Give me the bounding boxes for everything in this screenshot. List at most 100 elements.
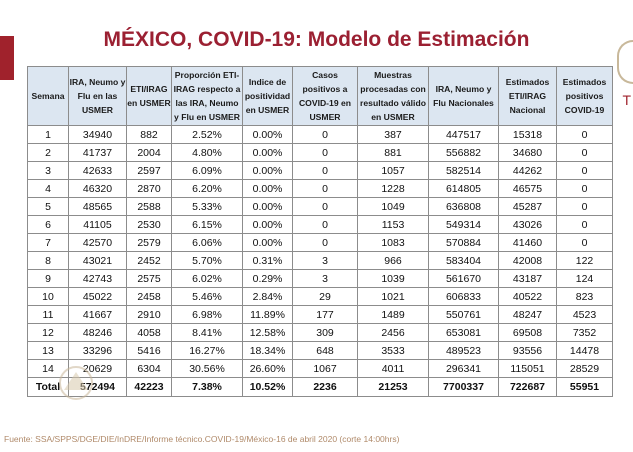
table-cell: 7352 — [556, 323, 613, 342]
header-cell: IRA, Neumo y Flu Nacionales — [428, 66, 499, 126]
table-cell: 30.56% — [171, 359, 243, 378]
table-cell: 46575 — [498, 179, 557, 198]
table-cell: 10 — [27, 287, 69, 306]
table-cell: 1039 — [357, 269, 429, 288]
table-cell: 1228 — [357, 179, 429, 198]
table-cell: 2004 — [126, 143, 172, 162]
table-cell: 823 — [556, 287, 613, 306]
header-cell: Proporción ETI-IRAG respecto a las IRA, … — [171, 66, 243, 126]
table-cell: 0.31% — [242, 251, 293, 270]
table-cell: 0 — [556, 197, 613, 216]
table-cell: 1049 — [357, 197, 429, 216]
table-cell: 4058 — [126, 323, 172, 342]
table-cell: 653081 — [428, 323, 499, 342]
header-cell: Indice de positividad en USMER — [242, 66, 293, 126]
total-cell: 7700337 — [428, 377, 499, 397]
header-cell: Estimados ETI/IRAG Nacional — [498, 66, 557, 126]
table-cell: 648 — [292, 341, 358, 360]
table-cell: 16.27% — [171, 341, 243, 360]
table-cell: 18.34% — [242, 341, 293, 360]
table-cell: 48565 — [68, 197, 127, 216]
total-cell: 7.38% — [171, 377, 243, 397]
table-cell: 42743 — [68, 269, 127, 288]
table-cell: 5.70% — [171, 251, 243, 270]
table-cell: 2870 — [126, 179, 172, 198]
table-cell: 549314 — [428, 215, 499, 234]
table-cell: 9 — [27, 269, 69, 288]
table-cell: 296341 — [428, 359, 499, 378]
table-cell: 1057 — [357, 161, 429, 180]
total-row: Total 572494 42223 7.38% 10.52% 2236 21253 7700… — [27, 377, 613, 397]
table-cell: 45287 — [498, 197, 557, 216]
table-cell: 0 — [556, 179, 613, 198]
table-row: 14 20629 6304 30.56% 26.60% 1067 4011 296341 115… — [27, 359, 613, 378]
table-cell: 3 — [292, 251, 358, 270]
total-cell: 722687 — [498, 377, 557, 397]
table-cell: 1153 — [357, 215, 429, 234]
table-row: 4 46320 2870 6.20% 0.00% 0 1228 614805 46575 0 — [27, 179, 613, 198]
table-cell: 0 — [292, 179, 358, 198]
side-letter: T — [622, 92, 631, 108]
table-cell: 0 — [556, 215, 613, 234]
table-cell: 582514 — [428, 161, 499, 180]
table-cell: 0 — [292, 125, 358, 144]
table-cell: 42570 — [68, 233, 127, 252]
table-cell: 561670 — [428, 269, 499, 288]
table-row: 13 33296 5416 16.27% 18.34% 648 3533 489523 9355… — [27, 341, 613, 360]
table-cell: 11 — [27, 305, 69, 324]
table-cell: 2452 — [126, 251, 172, 270]
page-title: MÉXICO, COVID-19: Modelo de Estimación — [103, 28, 530, 51]
table-cell: 882 — [126, 125, 172, 144]
table-cell: 550761 — [428, 305, 499, 324]
table-cell: 1083 — [357, 233, 429, 252]
table-cell: 0 — [292, 215, 358, 234]
table-cell: 2575 — [126, 269, 172, 288]
header-cell: Muestras procesadas con resultado válido… — [357, 66, 429, 126]
left-accent-bar — [0, 36, 14, 80]
total-cell: 10.52% — [242, 377, 293, 397]
total-cell: 2236 — [292, 377, 358, 397]
table-cell: 0 — [292, 161, 358, 180]
table-row: 9 42743 2575 6.02% 0.29% 3 1039 561670 43187 124 — [27, 269, 613, 288]
table-cell: 6.20% — [171, 179, 243, 198]
table-cell: 966 — [357, 251, 429, 270]
table-cell: 4011 — [357, 359, 429, 378]
table-cell: 45022 — [68, 287, 127, 306]
table-cell: 14478 — [556, 341, 613, 360]
header-cell: Casos positivos a COVID-19 en USMER — [292, 66, 358, 126]
table-cell: 2910 — [126, 305, 172, 324]
table-cell: 0.00% — [242, 179, 293, 198]
total-cell: 21253 — [357, 377, 429, 397]
header-row: Semana IRA, Neumo y Flu en las USMER ETI… — [27, 66, 613, 126]
table-cell: 0.00% — [242, 233, 293, 252]
table-cell: 48247 — [498, 305, 557, 324]
table-cell: 0.00% — [242, 197, 293, 216]
table-cell: 69508 — [498, 323, 557, 342]
table-cell: 5416 — [126, 341, 172, 360]
table-cell: 606833 — [428, 287, 499, 306]
table-cell: 0 — [556, 161, 613, 180]
table-cell: 6.98% — [171, 305, 243, 324]
table-cell: 43026 — [498, 215, 557, 234]
table-body: 1 34940 882 2.52% 0.00% 0 387 447517 15318 0 2 4173… — [27, 125, 613, 397]
table-cell: 489523 — [428, 341, 499, 360]
table-cell: 583404 — [428, 251, 499, 270]
table-cell: 614805 — [428, 179, 499, 198]
table-row: 12 48246 4058 8.41% 12.58% 309 2456 653081 69508… — [27, 323, 613, 342]
table-cell: 2597 — [126, 161, 172, 180]
table-cell: 13 — [27, 341, 69, 360]
table-cell: 0 — [556, 143, 613, 162]
table-cell: 12 — [27, 323, 69, 342]
table-cell: 42008 — [498, 251, 557, 270]
table-row: 5 48565 2588 5.33% 0.00% 0 1049 636808 45287 0 — [27, 197, 613, 216]
table-cell: 8.41% — [171, 323, 243, 342]
table-cell: 122 — [556, 251, 613, 270]
table-cell: 20629 — [68, 359, 127, 378]
table-cell: 0.00% — [242, 215, 293, 234]
table-cell: 556882 — [428, 143, 499, 162]
header-cell: IRA, Neumo y Flu en las USMER — [68, 66, 127, 126]
table-cell: 28529 — [556, 359, 613, 378]
table-cell: 447517 — [428, 125, 499, 144]
table-cell: 387 — [357, 125, 429, 144]
table-cell: 11.89% — [242, 305, 293, 324]
